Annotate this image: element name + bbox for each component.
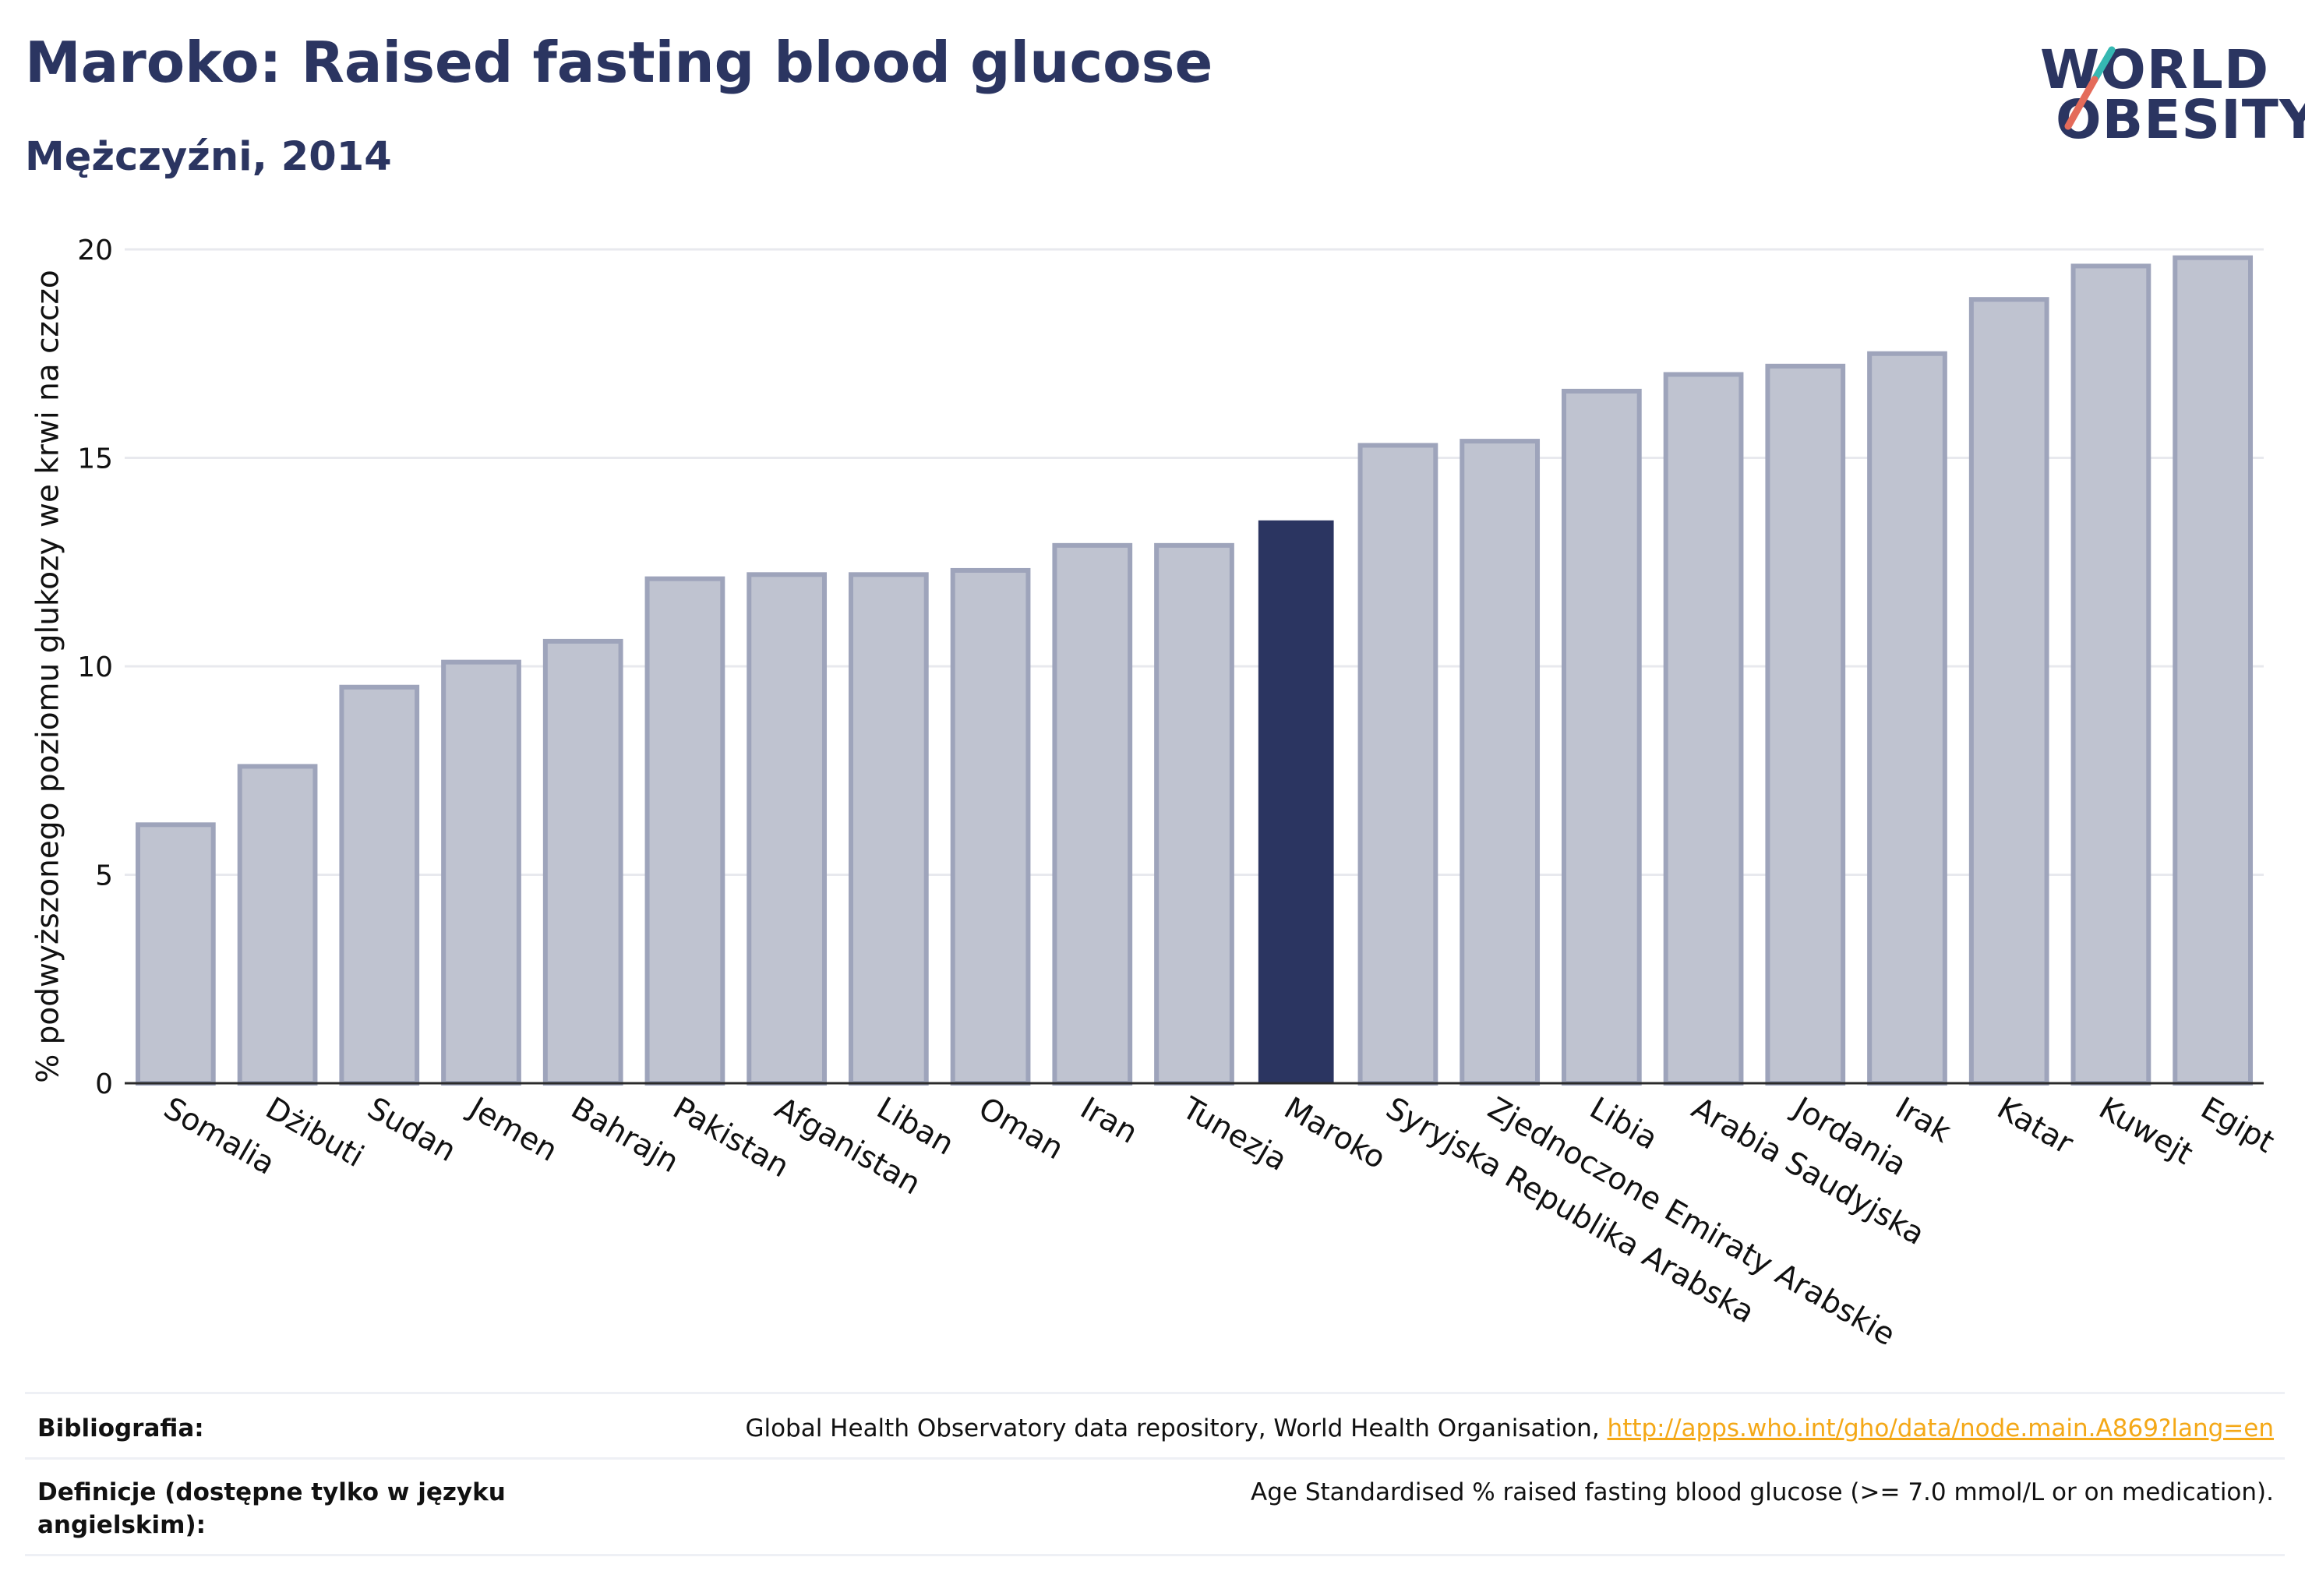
bar [950, 567, 1031, 1086]
bar [1765, 363, 1846, 1086]
x-tick-label: Dżibuti [259, 1091, 369, 1174]
bar [1968, 297, 2049, 1086]
x-tick-label: Somalia [157, 1091, 281, 1182]
footer-divider-middle [25, 1457, 2285, 1460]
x-tick-label: Maroko [1278, 1091, 1391, 1177]
x-tick-label: Tunezja [1176, 1090, 1293, 1178]
x-tick-label: Iran [1075, 1091, 1143, 1151]
x-tick-label: Katar [1991, 1091, 2079, 1162]
logo-slash-icon [2064, 46, 2116, 130]
world-obesity-logo: WORLD OBESITY [2026, 23, 2305, 164]
x-tick-label: Oman [972, 1091, 1069, 1167]
bar [1561, 388, 1642, 1086]
logo-text-world: WORLD [2040, 39, 2270, 101]
bibliography-value: Global Health Observatory data repositor… [745, 1412, 2274, 1445]
chart-title: Maroko: Raised fasting blood glucose [25, 30, 1213, 95]
bibliography-text: Global Health Observatory data repositor… [745, 1414, 1608, 1442]
bar [441, 659, 521, 1086]
bar-highlight [1258, 520, 1334, 1083]
y-tick-label: 0 [95, 1068, 113, 1100]
x-tick-label: Sudan [362, 1091, 462, 1169]
x-tick-label: Pakistan [667, 1091, 795, 1185]
x-tick-label: Irak [1890, 1091, 1957, 1150]
y-axis-label: % podwyższonego poziomu glukozy we krwi … [30, 270, 66, 1083]
x-tick-label: Egipt [2195, 1091, 2280, 1160]
bar [1867, 351, 1947, 1086]
bar [1357, 443, 1438, 1086]
definitions-label: Definicje (dostępne tylko w języku angie… [37, 1478, 506, 1539]
bar [747, 572, 828, 1086]
bar [2173, 255, 2254, 1086]
bar [1154, 542, 1234, 1086]
bar [848, 572, 929, 1086]
x-tick-label: Jemen [461, 1089, 563, 1169]
bar [542, 638, 623, 1086]
definitions-value: Age Standardised % raised fasting blood … [1251, 1478, 2274, 1506]
x-tick-label: Bahrajn [565, 1091, 684, 1180]
bar [135, 822, 216, 1086]
bibliography-label: Bibliografia: [37, 1414, 204, 1442]
footer-divider-top [25, 1392, 2285, 1394]
x-tick-label: Kuwejt [2093, 1091, 2198, 1172]
footer-divider-bottom [25, 1554, 2285, 1556]
bar [1052, 542, 1133, 1086]
y-tick-label: 15 [77, 443, 113, 475]
chart-subtitle: Mężczyźni, 2014 [25, 134, 392, 180]
bar [2070, 263, 2151, 1086]
bar [237, 764, 318, 1086]
y-tick-label: 20 [77, 235, 113, 267]
logo-text-obesity: OBESITY [2056, 89, 2305, 151]
y-tick-label: 10 [77, 651, 113, 683]
bar [339, 684, 420, 1086]
bar [644, 576, 725, 1086]
bar [1663, 372, 1744, 1086]
y-tick-label: 5 [95, 860, 113, 892]
bar [1460, 439, 1541, 1086]
bibliography-link[interactable]: http://apps.who.int/gho/data/node.main.A… [1607, 1414, 2274, 1442]
